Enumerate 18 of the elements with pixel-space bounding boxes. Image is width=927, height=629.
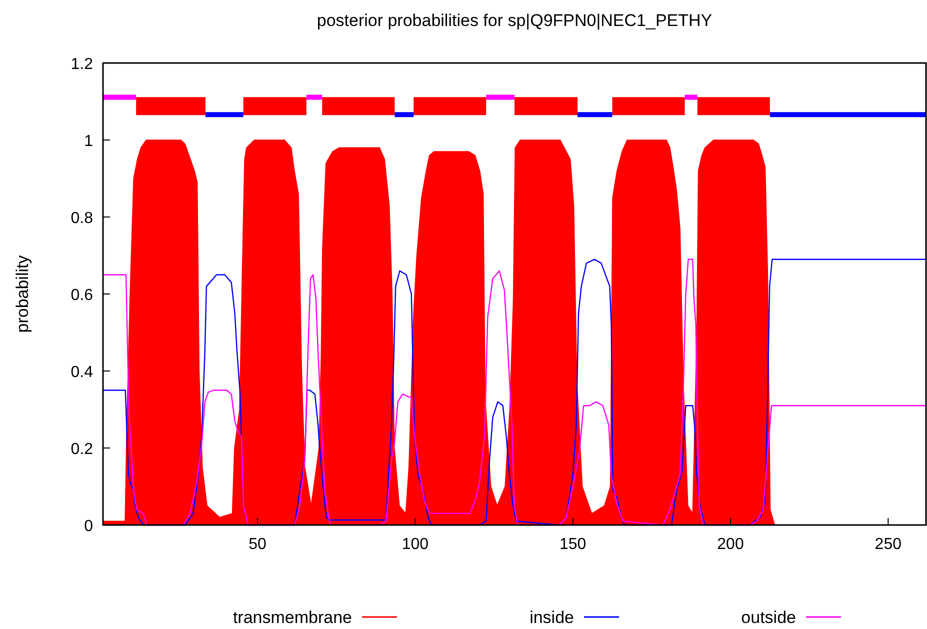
x-tick-label: 100 <box>402 536 429 553</box>
y-tick-label: 0 <box>84 518 94 535</box>
y-tick-label: 0.4 <box>70 364 94 381</box>
x-tick-label: 50 <box>248 536 267 553</box>
chart-title: posterior probabilities for sp|Q9FPN0|NEC1_PETHY <box>316 11 712 30</box>
legend-label: outside <box>741 608 796 627</box>
x-tick-label: 250 <box>874 536 902 553</box>
x-tick-label: 200 <box>717 536 744 553</box>
line-series <box>102 258 927 526</box>
y-tick-label: 1 <box>84 133 94 150</box>
y-tick-label: 0.2 <box>70 441 94 458</box>
y-tick-label: 1.2 <box>70 56 94 73</box>
y-tick-label: 0.8 <box>70 210 94 227</box>
y-axis-title: probability <box>13 254 32 333</box>
legend-label: inside <box>530 608 574 627</box>
x-tick-label: 150 <box>559 536 586 553</box>
legend-label: transmembrane <box>232 608 352 627</box>
y-tick-label: 0.6 <box>70 287 94 304</box>
